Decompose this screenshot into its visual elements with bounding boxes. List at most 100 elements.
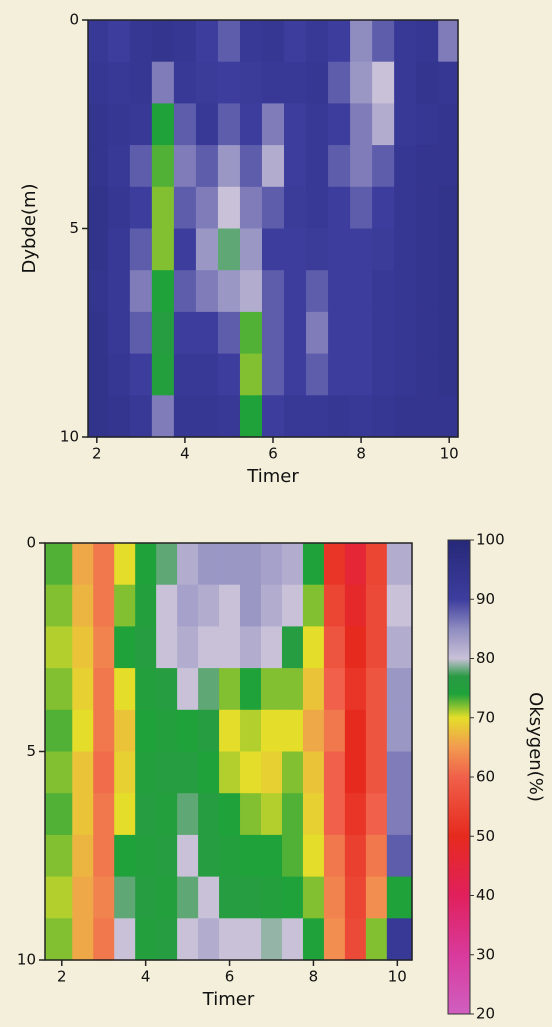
heatmap-cell — [130, 103, 153, 145]
heatmap-cell — [72, 877, 94, 919]
heatmap-cell — [350, 395, 373, 437]
heatmap-cell — [130, 62, 153, 104]
heatmap-cell — [345, 710, 367, 752]
heatmap-cell — [282, 877, 304, 919]
heatmap-cell — [130, 20, 153, 62]
heatmap-cell — [438, 187, 458, 229]
heatmap-cell — [284, 103, 307, 145]
heatmap-cell — [72, 835, 94, 877]
heatmap-cell — [345, 752, 367, 794]
heatmap-cell — [261, 543, 283, 585]
heatmap-cell — [114, 877, 136, 919]
heatmap-cell — [345, 626, 367, 668]
heatmap-cell — [240, 585, 262, 627]
heatmap-cell — [324, 626, 346, 668]
x-axis-title: Timer — [246, 466, 299, 487]
colorbar-tick-label: 50 — [476, 827, 495, 845]
heatmap-cell — [394, 354, 417, 396]
x-tick-label: 8 — [356, 445, 366, 463]
heatmap-cell — [416, 62, 439, 104]
heatmap-cell — [350, 145, 373, 187]
heatmap-cell — [156, 793, 178, 835]
heatmap-cell — [219, 710, 241, 752]
heatmap-cell — [328, 62, 351, 104]
heatmap-cell — [177, 877, 199, 919]
heatmap-cell — [303, 626, 325, 668]
heatmap-cell — [130, 354, 153, 396]
heatmap-cell — [350, 312, 373, 354]
heatmap-cell — [93, 626, 115, 668]
heatmap-cell — [282, 835, 304, 877]
colorbar-tick-label: 40 — [476, 886, 495, 904]
heatmap-cell — [324, 710, 346, 752]
heatmap-cell — [416, 145, 439, 187]
heatmap-cell — [88, 270, 108, 312]
heatmap-cell — [93, 918, 115, 960]
heatmap-cell — [262, 270, 285, 312]
heatmap-cell — [324, 752, 346, 794]
heatmap-cell — [198, 668, 220, 710]
colorbar-tick-label: 80 — [476, 649, 495, 667]
x-tick-label: 2 — [57, 968, 67, 986]
heatmap-cell — [108, 103, 131, 145]
heatmap-cell — [130, 187, 153, 229]
y-tick-label: 5 — [26, 742, 36, 760]
heatmap-cell — [324, 793, 346, 835]
heatmap-cell — [282, 752, 304, 794]
heatmap-cell — [177, 585, 199, 627]
heatmap-cell — [303, 710, 325, 752]
colorbar-tick-label: 30 — [476, 945, 495, 963]
heatmap-cell — [152, 187, 175, 229]
colorbar — [448, 540, 470, 1014]
heatmap-cell — [416, 187, 439, 229]
heatmap-cell — [366, 835, 388, 877]
heatmap-cell — [261, 710, 283, 752]
heatmap-cell — [284, 395, 307, 437]
heatmap-cell — [416, 20, 439, 62]
heatmap-cell — [387, 835, 413, 877]
heatmap-cell — [284, 354, 307, 396]
heatmap-cell — [196, 62, 219, 104]
heatmap-cell — [324, 918, 346, 960]
heatmap-cell — [324, 835, 346, 877]
heatmap-cell — [372, 20, 395, 62]
heatmap-cell — [438, 395, 458, 437]
heatmap-cell — [218, 62, 241, 104]
heatmap-cell — [438, 20, 458, 62]
heatmap-cell — [350, 62, 373, 104]
heatmap-cell — [282, 793, 304, 835]
heatmap-cell — [261, 585, 283, 627]
heatmap-cell — [196, 103, 219, 145]
heatmap-cell — [198, 543, 220, 585]
heatmap-cell — [345, 918, 367, 960]
heatmap-cell — [156, 543, 178, 585]
heatmap-cell — [240, 62, 263, 104]
heatmap-cell — [196, 145, 219, 187]
heatmap-cell — [177, 710, 199, 752]
heatmap-cell — [284, 229, 307, 271]
heatmap-cell — [93, 835, 115, 877]
heatmap-cell — [372, 187, 395, 229]
heatmap-cell — [240, 543, 262, 585]
heatmap-cell — [366, 543, 388, 585]
heatmap-cell — [262, 395, 285, 437]
heatmap-cell — [114, 585, 136, 627]
heatmap-cell — [306, 145, 329, 187]
heatmap-cell — [114, 710, 136, 752]
heatmap-cell — [130, 229, 153, 271]
heatmap-cell — [152, 395, 175, 437]
heatmap-cell — [303, 877, 325, 919]
heatmap-cell — [198, 710, 220, 752]
heatmap-cell — [262, 62, 285, 104]
heatmap-cell — [394, 229, 417, 271]
heatmap-cell — [156, 835, 178, 877]
heatmap-cell — [387, 710, 413, 752]
heatmap-cell — [88, 20, 108, 62]
heatmap-cell — [177, 835, 199, 877]
heatmap-cell — [88, 354, 108, 396]
heatmap-cell — [306, 312, 329, 354]
heatmap-cell — [240, 752, 262, 794]
heatmap-cell — [366, 668, 388, 710]
heatmap-cell — [394, 62, 417, 104]
heatmap-cell — [394, 145, 417, 187]
